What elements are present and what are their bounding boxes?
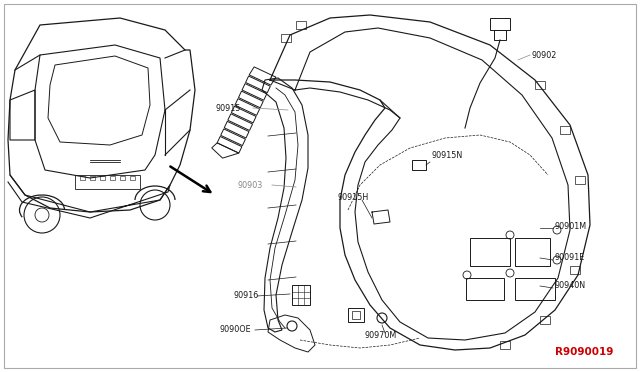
Bar [500,341,510,349]
Bar [281,34,291,42]
Bar [100,176,105,180]
Bar [515,238,550,266]
Text: 90915N: 90915N [432,151,463,160]
Bar [130,176,135,180]
Bar [120,176,125,180]
Bar [75,175,140,189]
Bar [348,308,364,322]
Bar [470,238,510,266]
Bar [535,81,545,89]
Text: 90915: 90915 [215,103,241,112]
Text: 90901M: 90901M [555,221,587,231]
Bar [110,176,115,180]
Bar [90,176,95,180]
Text: 90091E: 90091E [555,253,585,263]
Text: 90970M: 90970M [365,330,397,340]
Text: 90903: 90903 [238,180,263,189]
Text: 9090OE: 9090OE [220,326,252,334]
Bar [412,160,426,170]
Bar [490,18,510,30]
Bar [296,21,306,29]
Text: 90915H: 90915H [338,192,369,202]
Bar [570,266,580,274]
Bar [540,316,550,324]
Text: 90916: 90916 [233,292,259,301]
Text: 90940N: 90940N [555,282,586,291]
Bar [560,126,570,134]
Bar [352,311,360,319]
Bar [494,30,506,40]
Text: R9090019: R9090019 [555,347,613,357]
Bar [515,278,555,300]
Bar [292,285,310,305]
Bar [575,176,585,184]
Bar [466,278,504,300]
Text: 90902: 90902 [532,51,557,60]
Bar [80,176,85,180]
